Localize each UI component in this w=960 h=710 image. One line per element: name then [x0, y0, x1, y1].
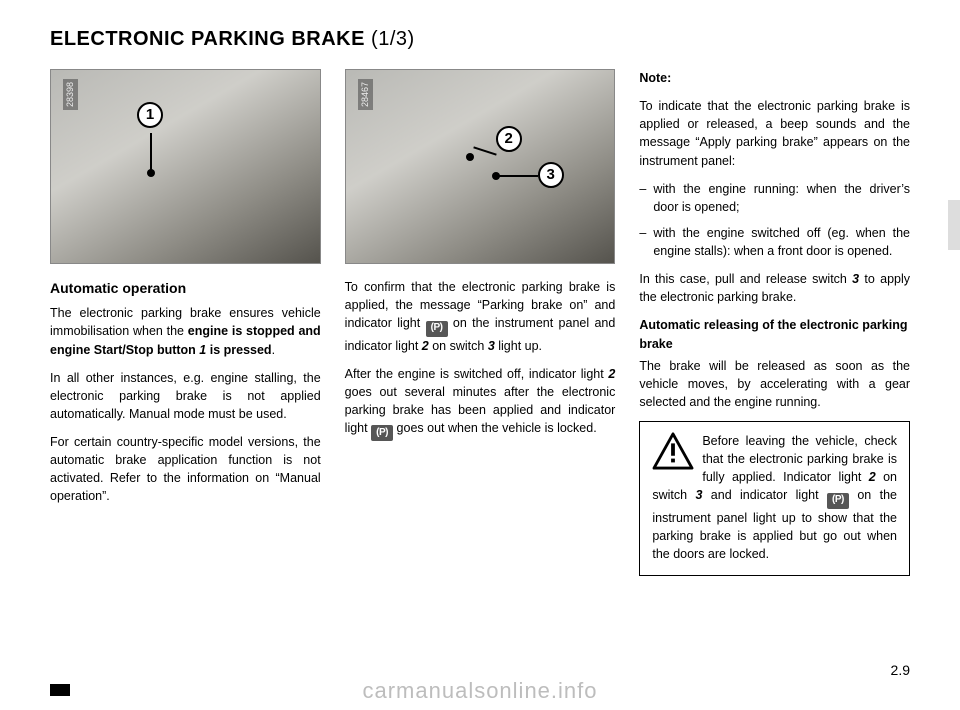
note-li-2: with the engine switched off (eg. when t… — [639, 224, 910, 260]
note-list: with the engine running: when the driver… — [639, 180, 910, 261]
note-head: Note: — [639, 69, 910, 87]
note-p: To indicate that the electronic parking … — [639, 97, 910, 170]
footer-mark — [50, 684, 70, 696]
photo-2-tag: 28467 — [358, 79, 373, 110]
col-1: 28398 1 Automatic operation The electron… — [50, 69, 321, 576]
warning-box: Before leaving the vehicle, check that t… — [639, 421, 910, 576]
side-tab — [948, 200, 960, 250]
warning-icon — [652, 432, 694, 470]
page-number: 2.9 — [891, 662, 910, 678]
callout-1: 1 — [137, 102, 163, 128]
page-title: ELECTRONIC PARKING BRAKE (1/3) — [50, 28, 910, 51]
col-3: Note: To indicate that the electronic pa… — [639, 69, 910, 576]
parking-icon: (P) — [827, 493, 849, 509]
columns: 28398 1 Automatic operation The electron… — [50, 69, 910, 576]
callout-3-lead — [498, 175, 538, 177]
callout-2-lead — [473, 146, 496, 155]
col1-p3: For certain country-specific model versi… — [50, 433, 321, 506]
photo-1-tag: 28398 — [63, 79, 78, 110]
callout-2-dot — [466, 153, 474, 161]
photo-1: 28398 1 — [50, 69, 321, 264]
col-2: 28467 2 3 To confirm that the electronic… — [345, 69, 616, 576]
col3-p2: In this case, pull and release switch 3 … — [639, 270, 910, 306]
page: ELECTRONIC PARKING BRAKE (1/3) 28398 1 A… — [0, 0, 960, 710]
col1-heading: Automatic operation — [50, 278, 321, 298]
title-part: (1/3) — [371, 28, 415, 50]
parking-icon: (P) — [426, 321, 448, 337]
col2-p1: To confirm that the electronic parking b… — [345, 278, 616, 355]
col1-p1: The electronic parking brake ensures veh… — [50, 304, 321, 358]
callout-3: 3 — [538, 162, 564, 188]
watermark: carmanualsonline.info — [0, 678, 960, 704]
title-main: ELECTRONIC PARKING BRAKE — [50, 28, 365, 50]
callout-1-dot — [147, 169, 155, 177]
callout-2: 2 — [496, 126, 522, 152]
col3-p3: The brake will be released as soon as th… — [639, 357, 910, 411]
col1-p2: In all other instances, e.g. engine stal… — [50, 369, 321, 423]
parking-icon: (P) — [371, 425, 393, 441]
col2-p2: After the engine is switched off, indica… — [345, 365, 616, 442]
photo-2: 28467 2 3 — [345, 69, 616, 264]
col3-subhead: Automatic releasing of the electronic pa… — [639, 316, 910, 352]
callout-3-dot — [492, 172, 500, 180]
callout-1-lead — [150, 133, 152, 171]
note-li-1: with the engine running: when the driver… — [639, 180, 910, 216]
